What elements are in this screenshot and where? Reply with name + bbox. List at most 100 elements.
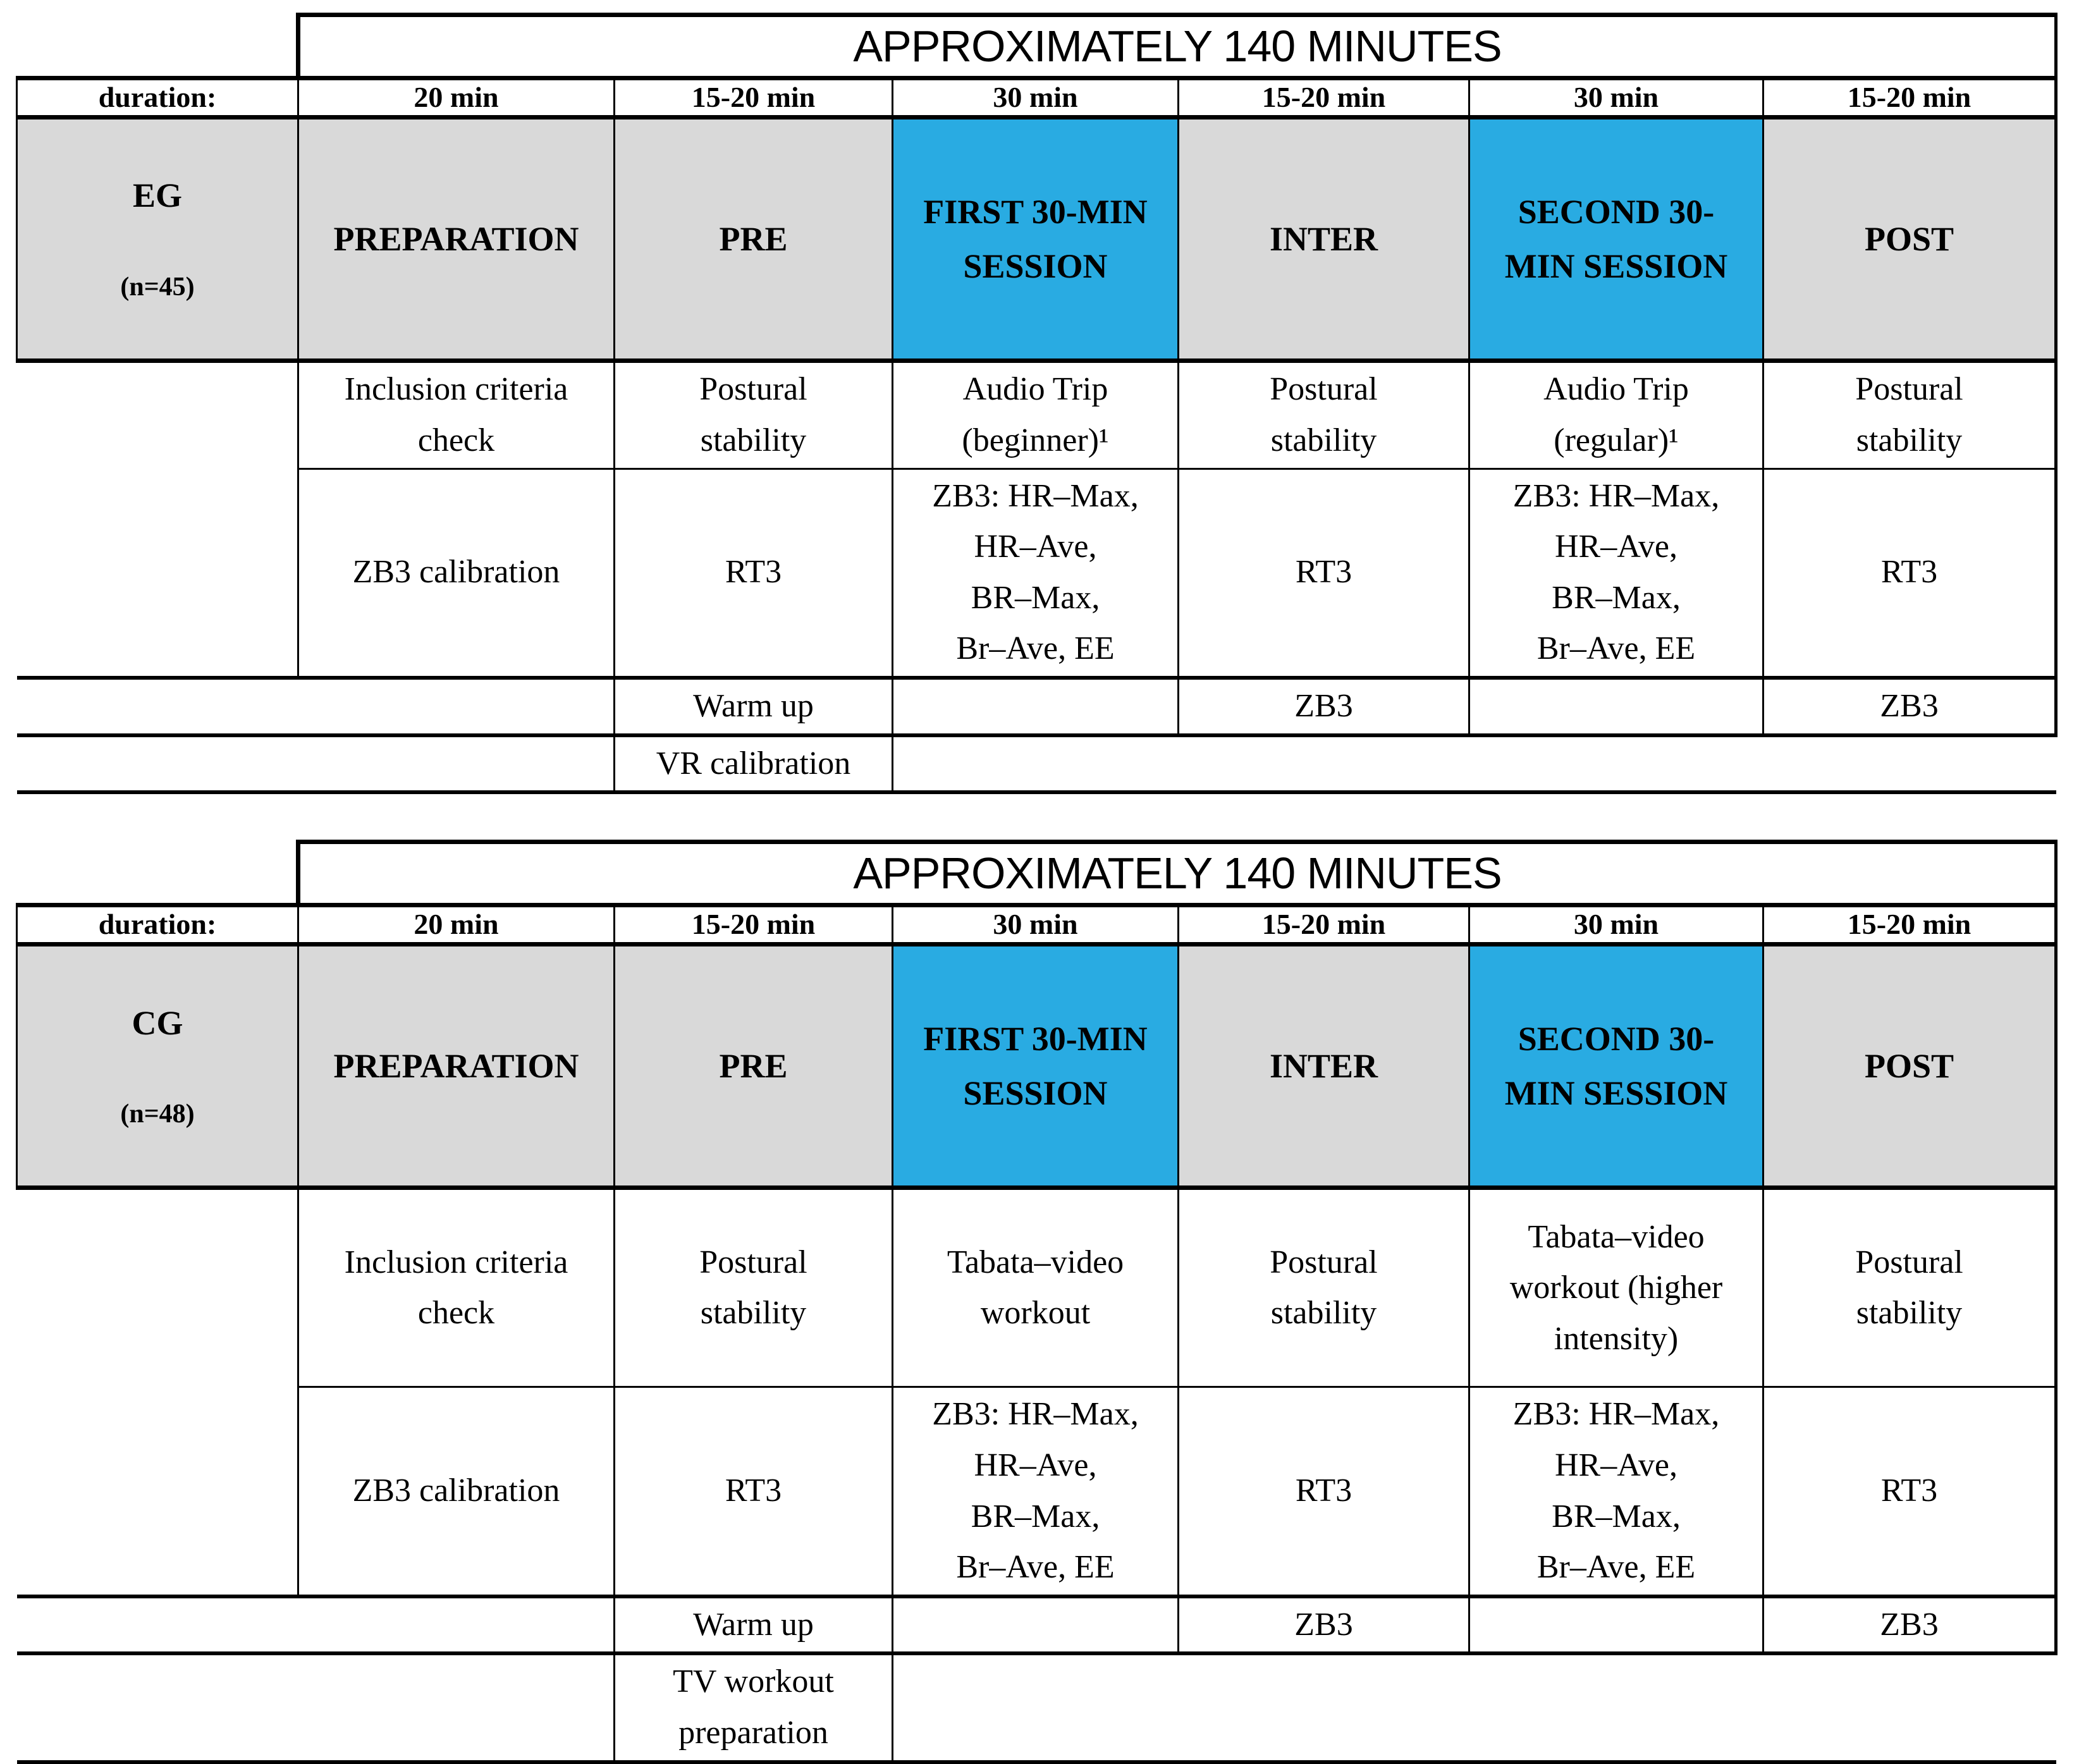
activity-cell: Postural stability (613, 1187, 893, 1388)
activity-cell: RT3 (1177, 1386, 1470, 1598)
activity-cell: Postural stability (1177, 360, 1470, 470)
duration-cell: 20 min (297, 76, 615, 118)
spacer-cell (1469, 677, 1763, 737)
activity-cell: RT3 (1177, 467, 1470, 680)
duration-cell: 15-20 min (1177, 903, 1470, 946)
spacer-cell (892, 677, 1179, 737)
total-time-title: APPROXIMATELY 140 MINUTES (295, 13, 2058, 80)
cg-row-warmup-zb3: Warm up ZB3 ZB3 (16, 1595, 2058, 1656)
spacer-cell (16, 1653, 298, 1764)
spacer-cell (298, 1596, 615, 1656)
corner-spacer (17, 15, 298, 78)
spacer-cell (17, 1188, 298, 1387)
activity-cell: ZB3 calibration (297, 467, 615, 680)
activity-cell: VR calibration (613, 734, 893, 795)
eg-title-row: APPROXIMATELY 140 MINUTES (17, 13, 2058, 80)
group-cell-cg: CG (n=48) (16, 942, 299, 1191)
activity-cell: Inclusion criteria check (297, 1187, 615, 1388)
activity-cell: RT3 (1762, 1386, 2058, 1598)
activity-cell: Audio Trip (beginner)¹ (892, 360, 1179, 470)
activity-cell: Inclusion criteria check (297, 360, 615, 470)
phase-cell-preparation: PREPARATION (297, 942, 615, 1191)
eg-phase-header-row: EG (n=45) PREPARATION PRE FIRST 30-MIN S… (16, 114, 2058, 364)
group-cell-eg: EG (n=45) (16, 114, 299, 364)
spacer-cell (298, 1653, 615, 1764)
phase-cell-post: POST (1762, 114, 2058, 364)
cg-row-assessments: Inclusion criteria check Postural stabil… (17, 1187, 2058, 1388)
activity-cell: Warm up (613, 1595, 893, 1656)
cg-row-tv-preparation: TV workout preparation (16, 1652, 2056, 1764)
activity-cell: Postural stability (613, 360, 893, 470)
activity-cell: ZB3: HR–Max, HR–Ave, BR–Max, Br–Ave, EE (1468, 467, 1764, 680)
eg-row-assessments: Inclusion criteria check Postural stabil… (17, 360, 2058, 470)
phase-cell-inter: INTER (1177, 114, 1470, 364)
activity-cell: ZB3 (1762, 1595, 2058, 1656)
duration-cell: 20 min (297, 903, 615, 946)
eg-row-vr-calibration: VR calibration (16, 734, 2056, 795)
activity-cell: ZB3: HR–Max, HR–Ave, BR–Max, Br–Ave, EE (892, 467, 1179, 680)
phase-cell-preparation: PREPARATION (297, 114, 615, 364)
total-time-title: APPROXIMATELY 140 MINUTES (295, 840, 2058, 908)
activity-cell: Postural stability (1762, 360, 2058, 470)
phase-cell-post: POST (1762, 942, 2058, 1191)
cg-duration-row: duration: 20 min 15-20 min 30 min 15-20 … (16, 903, 2058, 946)
spacer-cell (16, 1387, 298, 1598)
duration-cell: 15-20 min (613, 76, 893, 118)
eg-protocol-table: APPROXIMATELY 140 MINUTES duration: 20 m… (16, 13, 2058, 795)
duration-cell: 30 min (1468, 76, 1764, 118)
activity-cell: Tabata–video workout (higher intensity) (1468, 1187, 1764, 1388)
activity-cell: ZB3 (1177, 1595, 1470, 1656)
activity-cell: RT3 (613, 1386, 893, 1598)
spacer-cell (1469, 1596, 1763, 1656)
activity-cell: Audio Trip (regular)¹ (1468, 360, 1764, 470)
activity-cell: Tabata–video workout (892, 1187, 1179, 1388)
corner-spacer (17, 842, 298, 905)
activity-cell: ZB3: HR–Max, HR–Ave, BR–Max, Br–Ave, EE (892, 1386, 1179, 1598)
spacer-cell (892, 735, 2056, 795)
activity-cell: ZB3 (1762, 677, 2058, 737)
eg-row-measurements: ZB3 calibration RT3 ZB3: HR–Max, HR–Ave,… (16, 467, 2058, 680)
phase-cell-pre: PRE (613, 942, 893, 1191)
spacer-cell (17, 361, 298, 469)
activity-cell: Postural stability (1177, 1187, 1470, 1388)
activity-cell: RT3 (1762, 467, 2058, 680)
activity-cell: ZB3: HR–Max, HR–Ave, BR–Max, Br–Ave, EE (1468, 1386, 1764, 1598)
duration-label-cell: duration: (16, 903, 299, 946)
group-size: (n=48) (120, 1099, 195, 1129)
phase-cell-second-session: SECOND 30- MIN SESSION (1468, 942, 1764, 1191)
group-name: EG (132, 176, 183, 215)
spacer-cell (892, 1653, 2056, 1764)
spacer-cell (298, 735, 615, 795)
phase-cell-first-session: FIRST 30-MIN SESSION (892, 114, 1179, 364)
phase-cell-pre: PRE (613, 114, 893, 364)
activity-cell: ZB3 calibration (297, 1386, 615, 1598)
activity-cell: ZB3 (1177, 677, 1470, 737)
duration-cell: 15-20 min (1762, 903, 2058, 946)
cg-protocol-table: APPROXIMATELY 140 MINUTES duration: 20 m… (16, 840, 2058, 1764)
group-name: CG (132, 1003, 183, 1042)
activity-cell: TV workout preparation (613, 1652, 893, 1764)
spacer-cell (16, 469, 298, 680)
eg-row-warmup-zb3: Warm up ZB3 ZB3 (16, 677, 2058, 737)
eg-duration-row: duration: 20 min 15-20 min 30 min 15-20 … (16, 76, 2058, 118)
duration-cell: 30 min (892, 76, 1179, 118)
phase-cell-first-session: FIRST 30-MIN SESSION (892, 942, 1179, 1191)
duration-cell: 15-20 min (613, 903, 893, 946)
cg-phase-header-row: CG (n=48) PREPARATION PRE FIRST 30-MIN S… (16, 942, 2058, 1191)
phase-cell-second-session: SECOND 30- MIN SESSION (1468, 114, 1764, 364)
duration-cell: 15-20 min (1762, 76, 2058, 118)
activity-cell: Warm up (613, 677, 893, 737)
spacer-cell (892, 1596, 1179, 1656)
activity-cell: Postural stability (1762, 1187, 2058, 1388)
duration-cell: 15-20 min (1177, 76, 1470, 118)
activity-cell: RT3 (613, 467, 893, 680)
spacer-cell (16, 1596, 298, 1656)
phase-cell-inter: INTER (1177, 942, 1470, 1191)
spacer-cell (16, 735, 298, 795)
spacer-cell (298, 677, 615, 737)
duration-cell: 30 min (892, 903, 1179, 946)
cg-title-row: APPROXIMATELY 140 MINUTES (17, 840, 2058, 908)
duration-cell: 30 min (1468, 903, 1764, 946)
duration-label-cell: duration: (16, 76, 299, 118)
